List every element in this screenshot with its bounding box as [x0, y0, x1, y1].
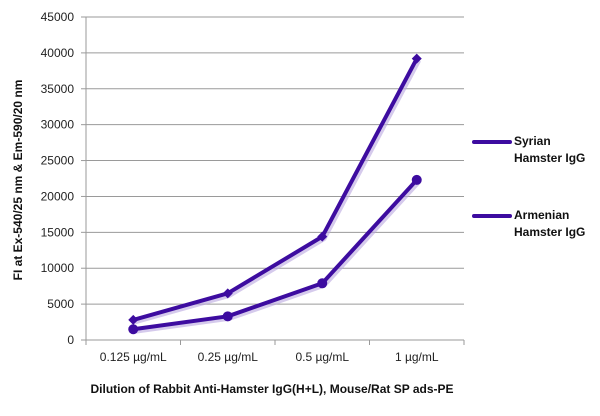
legend-swatch-diamond-icon — [472, 140, 512, 144]
diamond-marker-icon — [128, 314, 139, 325]
legend-label-line2: Hamster IgG — [514, 225, 586, 239]
y-tick-label: 10000 — [41, 261, 75, 275]
circle-marker-icon — [317, 278, 328, 289]
x-axis: 0.125 µg/mL 0.25 µg/mL 0.5 µg/mL 1 µg/mL — [85, 339, 465, 364]
series-1 — [128, 174, 422, 335]
y-tick-label: 35000 — [41, 82, 75, 96]
series-0 — [128, 53, 422, 325]
y-axis-label: FI at Ex-540/25 nm & Em-590/20 nm — [11, 80, 25, 281]
diamond-marker-icon — [222, 288, 233, 299]
circle-marker-icon — [128, 324, 139, 335]
x-axis-label: Dilution of Rabbit Anti-Hamster IgG(H+L)… — [90, 382, 453, 396]
x-tick-label: 0.25 µg/mL — [198, 350, 259, 364]
y-axis: 0 5000 10000 15000 20000 25000 30000 35000 40000… — [41, 10, 87, 347]
legend-label-line2: Hamster IgG — [514, 151, 586, 165]
y-tick-label: 0 — [67, 333, 74, 347]
y-tick-label: 20000 — [41, 189, 75, 203]
legend-label-line1: Armenian — [514, 208, 570, 222]
legend-swatch-circle-icon — [472, 214, 512, 218]
circle-marker-icon — [411, 174, 422, 185]
x-tick-label: 0.125 µg/mL — [100, 350, 167, 364]
x-tick-label: 0.5 µg/mL — [295, 350, 349, 364]
gridlines — [86, 16, 464, 305]
y-tick-label: 25000 — [41, 154, 75, 168]
legend-label-line1: Syrian — [514, 134, 551, 148]
y-tick-label: 30000 — [41, 118, 75, 132]
y-tick-label: 45000 — [41, 10, 75, 24]
data-series — [128, 53, 422, 335]
y-tick-label: 5000 — [47, 297, 74, 311]
diamond-marker-icon — [317, 231, 328, 242]
y-tick-label: 40000 — [41, 46, 75, 60]
circle-marker-icon — [222, 311, 233, 322]
diamond-marker-icon — [411, 53, 422, 64]
x-tick-label: 1 µg/mL — [395, 350, 439, 364]
y-tick-label: 15000 — [41, 225, 75, 239]
